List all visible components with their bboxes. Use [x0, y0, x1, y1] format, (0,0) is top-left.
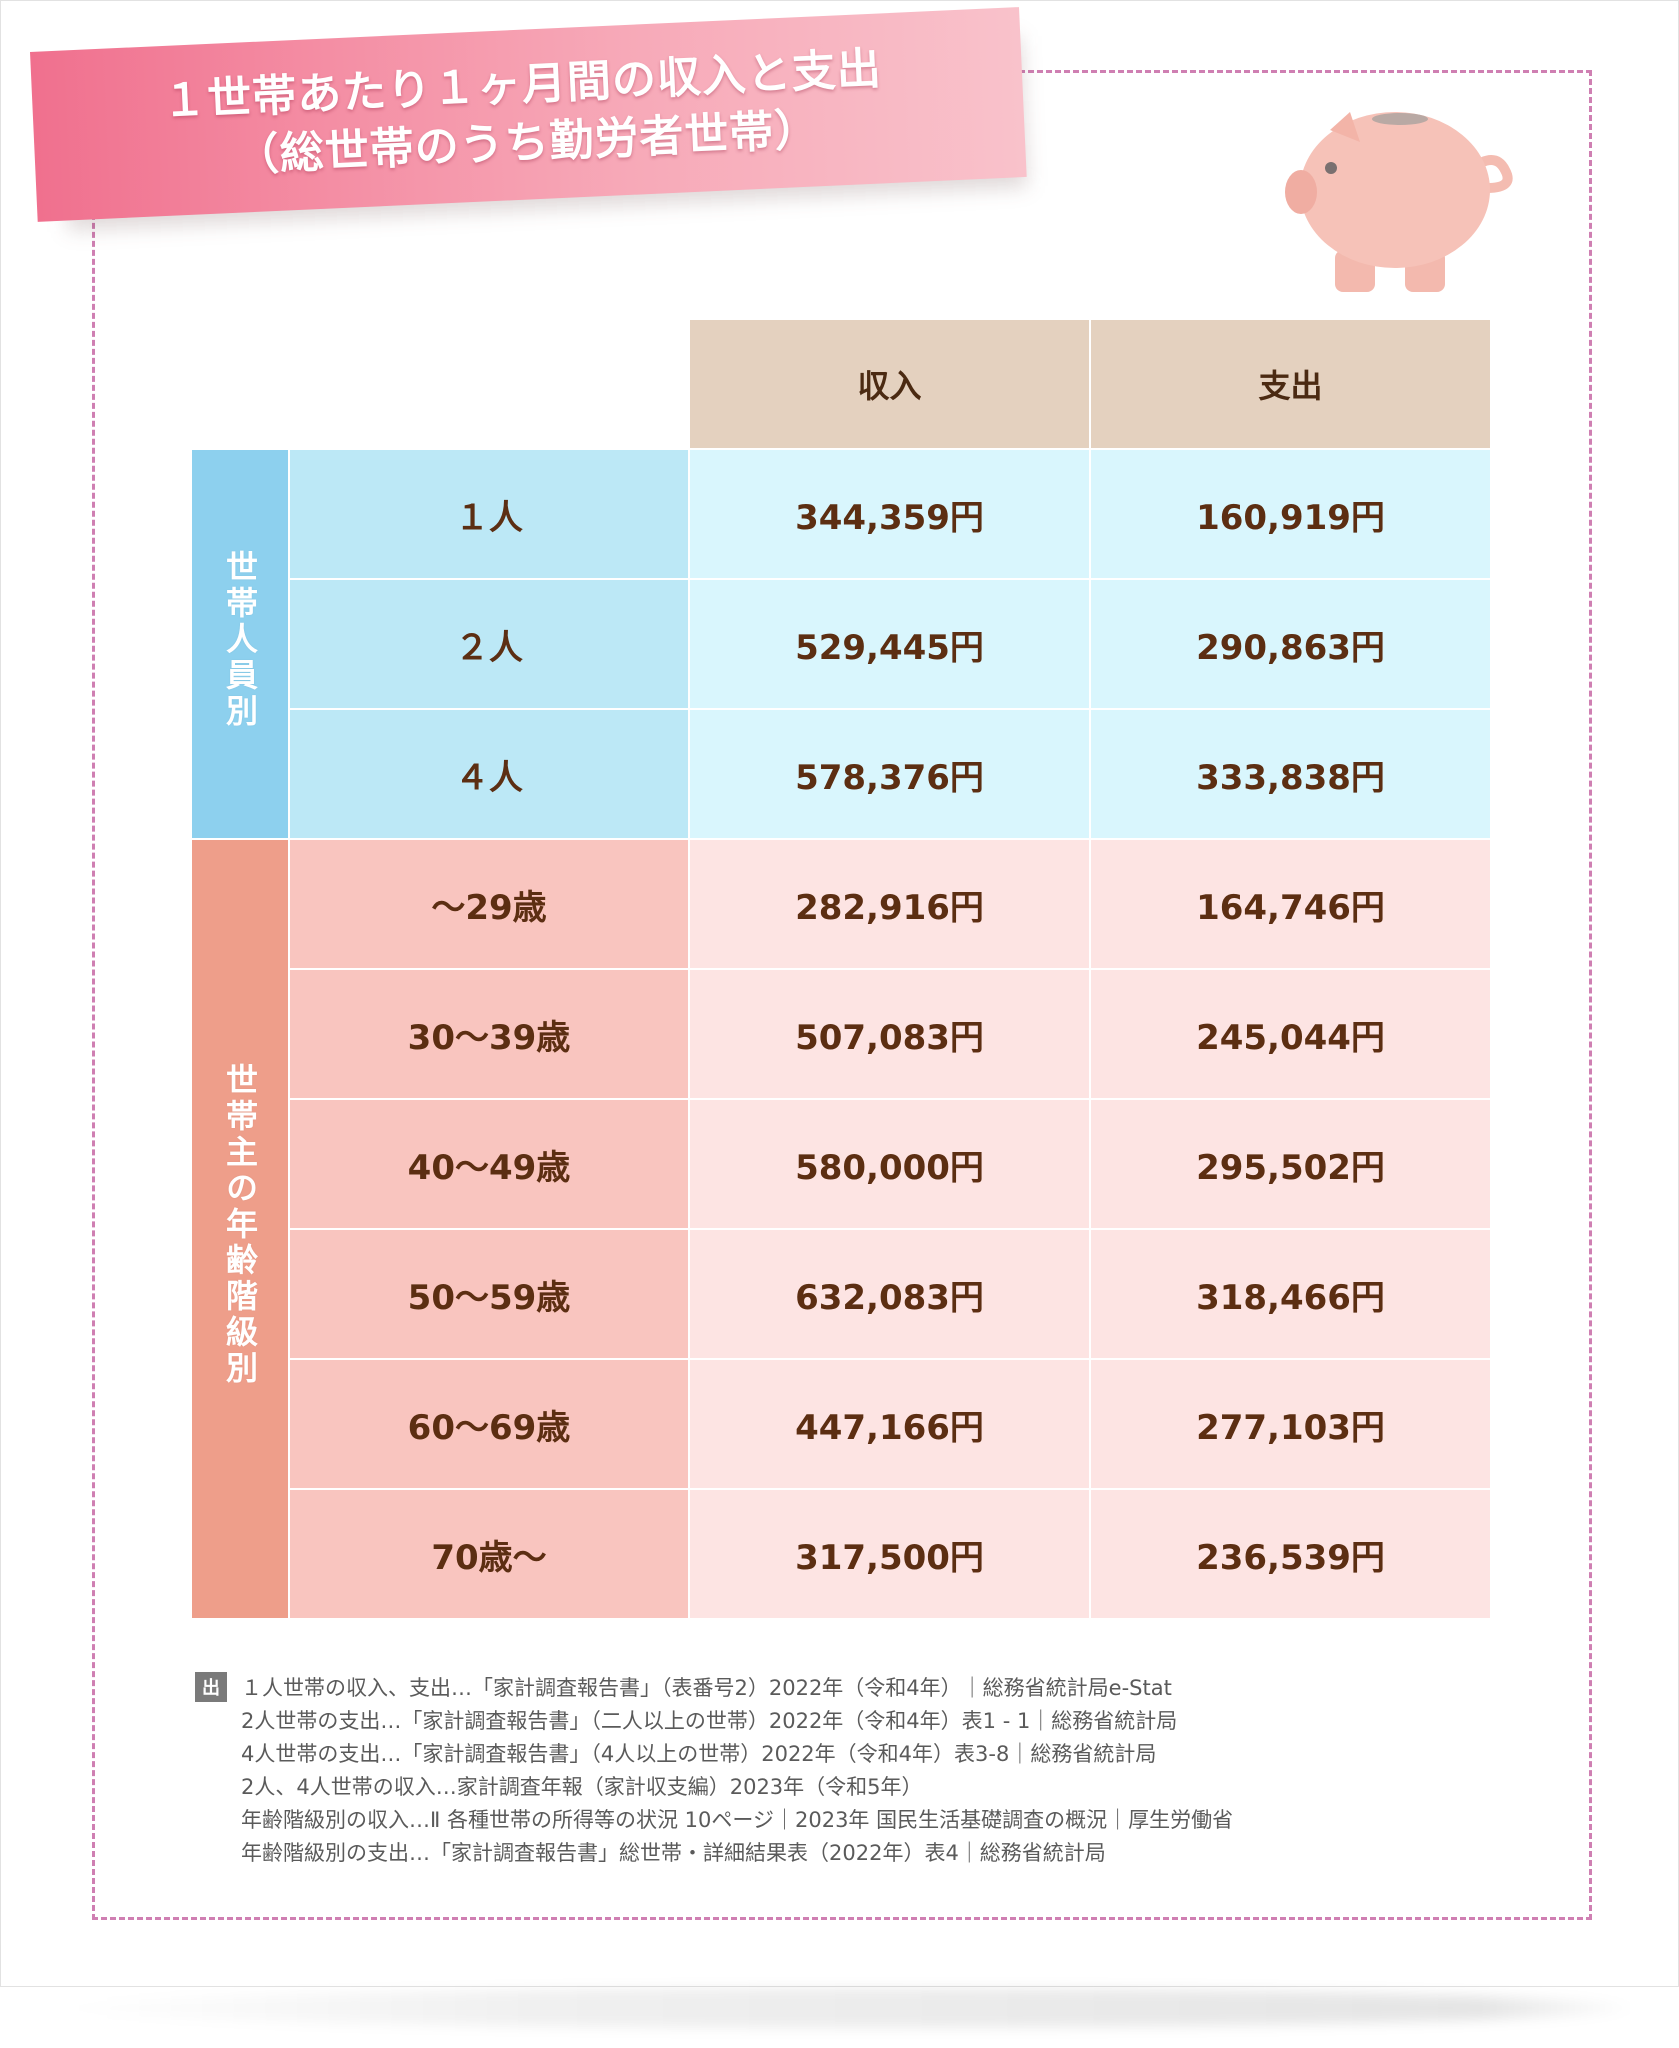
- expense-value: 236,539円: [1089, 1488, 1492, 1620]
- piggy-bank-icon: [1285, 112, 1513, 292]
- source-line: 2人世帯の支出…「家計調査報告書」（二人以上の世帯）2022年（令和4年）表1 …: [241, 1709, 1178, 1733]
- expense-value: 290,863円: [1089, 578, 1492, 710]
- source-line: １人世帯の収入、支出…「家計調査報告書」（表番号2）2022年（令和4年）｜総務…: [241, 1676, 1172, 1700]
- group-label-text: 世帯人員別: [221, 549, 259, 730]
- row-label: 30～39歳: [288, 968, 690, 1100]
- income-value: 447,166円: [688, 1358, 1091, 1490]
- source-list: １人世帯の収入、支出…「家計調査報告書」（表番号2）2022年（令和4年）｜総務…: [241, 1672, 1233, 1870]
- table-row: 50～59歳 632,083円 318,466円: [191, 1228, 1492, 1360]
- table-row: 世帯人員別 １人 344,359円 160,919円: [190, 448, 1492, 840]
- expense-value: 160,919円: [1089, 448, 1492, 580]
- income-value: 317,500円: [688, 1488, 1091, 1620]
- row-label: 70歳～: [288, 1488, 690, 1620]
- table-row: 40～49歳 580,000円 295,502円: [191, 1098, 1492, 1230]
- column-header-expense: 支出: [1089, 318, 1492, 450]
- income-value: 507,083円: [688, 968, 1091, 1100]
- income-value: 282,916円: [688, 838, 1091, 970]
- source-line: 年齢階級別の支出…「家計調査報告書」総世帯・詳細結果表（2022年）表4｜総務省…: [241, 1841, 1106, 1865]
- income-expense-table: 収入 支出 世帯人員別 １人 344,359円 160,919円 ２人 529,…: [190, 318, 1492, 1620]
- source-line: 年齢階級別の収入…Ⅱ 各種世帯の所得等の状況 10ページ｜2023年 国民生活基…: [241, 1808, 1234, 1832]
- row-label: ～29歳: [288, 838, 690, 970]
- source-line: 4人世帯の支出…「家計調査報告書」（4人以上の世帯）2022年（令和4年）表3-…: [241, 1742, 1157, 1766]
- row-label: ４人: [288, 708, 690, 840]
- column-header-income: 収入: [688, 318, 1091, 450]
- income-value: 632,083円: [688, 1228, 1091, 1360]
- income-value: 578,376円: [688, 708, 1091, 840]
- expense-value: 277,103円: [1089, 1358, 1492, 1490]
- group-label-household-size: 世帯人員別: [190, 448, 290, 840]
- income-value: 344,359円: [688, 448, 1091, 580]
- table-row: 60～69歳 447,166円 277,103円: [191, 1358, 1492, 1490]
- table-row: ４人 578,376円 333,838円: [191, 708, 1492, 840]
- source-badge: 出: [195, 1672, 227, 1702]
- row-label: １人: [288, 448, 690, 580]
- row-label: 40～49歳: [288, 1098, 690, 1230]
- row-label: 60～69歳: [288, 1358, 690, 1490]
- expense-value: 318,466円: [1089, 1228, 1492, 1360]
- card-shadow: [60, 1988, 1639, 2028]
- expense-value: 164,746円: [1089, 838, 1492, 970]
- expense-value: 295,502円: [1089, 1098, 1492, 1230]
- group-label-text: 世帯主の年齢階級別: [221, 1062, 259, 1387]
- income-value: 580,000円: [688, 1098, 1091, 1230]
- table-row: 70歳～ 317,500円 236,539円: [191, 1488, 1492, 1620]
- table-row: ２人 529,445円 290,863円: [191, 578, 1492, 710]
- header-row: 収入 支出: [190, 318, 1492, 450]
- expense-value: 333,838円: [1089, 708, 1492, 840]
- group-label-age-bracket: 世帯主の年齢階級別: [190, 838, 290, 1620]
- source-line: 2人、4人世帯の収入…家計調査年報（家計収支編）2023年（令和5年）: [241, 1775, 923, 1799]
- row-label: 50～59歳: [288, 1228, 690, 1360]
- table-row: 30～39歳 507,083円 245,044円: [191, 968, 1492, 1100]
- row-label: ２人: [288, 578, 690, 710]
- header-blank: [190, 318, 690, 450]
- table-row: 世帯主の年齢階級別 ～29歳 282,916円 164,746円: [190, 838, 1492, 1620]
- income-value: 529,445円: [688, 578, 1091, 710]
- expense-value: 245,044円: [1089, 968, 1492, 1100]
